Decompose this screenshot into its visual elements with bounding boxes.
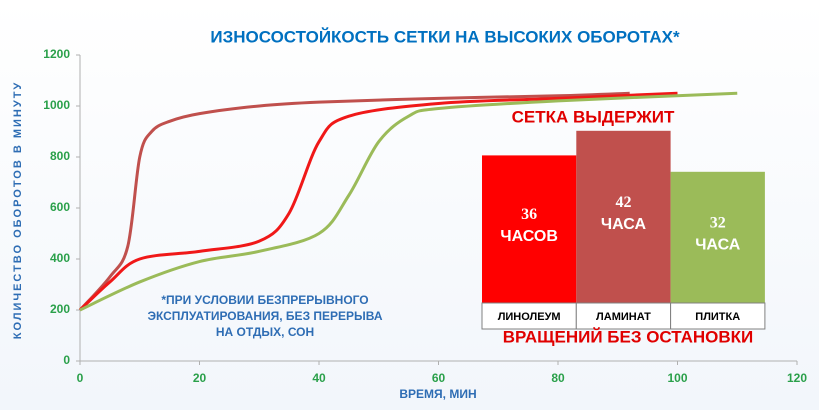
category-label: ЛАМИНАТ [596,311,651,323]
y-tick-label: 1200 [43,47,70,61]
y-axis-label: КОЛИЧЕСТВО ОБОРОТОВ В МИНУТУ [12,81,24,340]
y-tick-label: 1000 [43,98,70,112]
bar-value-label: 42 ЧАСА [601,194,647,234]
annotation: ЭКСПЛУАТИРОВАНИЯ, БЕЗ ПЕРЕРЫВА [147,309,382,323]
y-tick-label: 0 [63,353,70,367]
bar [482,155,577,303]
bar [576,130,671,303]
x-tick-label: 20 [193,371,207,385]
x-tick-label: 100 [667,371,687,385]
x-tick-label: 80 [551,371,565,385]
line-series [79,91,738,312]
x-tick-label: 40 [312,371,326,385]
line-series [78,91,678,312]
inset-subtitle: ВРАЩЕНИЙ БЕЗ ОСТАНОВКИ [503,327,753,346]
y-tick-label: 200 [50,302,70,316]
x-tick-label: 60 [432,371,446,385]
inset-title: СЕТКА ВЫДЕРЖИТ [512,107,675,126]
bar [670,171,765,303]
line-series [78,91,630,312]
x-axis-label: ВРЕМЯ, МИН [399,387,476,401]
y-tick-label: 600 [50,200,70,214]
bar-value-label: 32 ЧАСА [695,214,741,254]
x-tick-label: 0 [77,371,84,385]
y-tick-label: 400 [50,251,70,265]
annotation: *ПРИ УСЛОВИИ БЕЗПРЕРЫВНОГО [161,293,368,307]
x-tick-label: 120 [787,371,807,385]
category-box [575,302,672,330]
category-label: ЛИНОЛЕУМ [498,311,561,323]
chart-title: ИЗНОСОСТОЙКОСТЬ СЕТКИ НА ВЫСОКИХ ОБОРОТА… [210,27,680,46]
y-tick-label: 800 [50,149,70,163]
category-label: ПЛИТКА [695,311,740,323]
category-box [670,302,766,330]
annotation: НА ОТДЫХ, СОН [216,325,314,339]
bar-value-label: 36 ЧАСОВ [500,206,558,246]
